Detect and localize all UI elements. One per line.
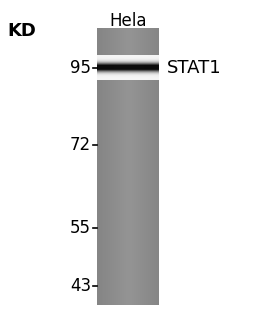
- Text: STAT1: STAT1: [166, 59, 221, 77]
- Text: KD: KD: [8, 22, 37, 40]
- Text: 43: 43: [70, 277, 91, 295]
- Text: 72: 72: [70, 136, 91, 154]
- Text: Hela: Hela: [109, 12, 147, 30]
- Text: 55: 55: [70, 219, 91, 237]
- Text: 95: 95: [70, 59, 91, 77]
